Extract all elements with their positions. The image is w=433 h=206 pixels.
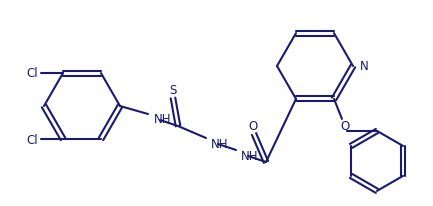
Text: Cl: Cl [26, 134, 38, 147]
Text: NH: NH [241, 149, 259, 162]
Text: Cl: Cl [26, 66, 38, 79]
Text: N: N [360, 60, 369, 73]
Text: O: O [249, 119, 258, 132]
Text: S: S [169, 83, 177, 96]
Text: NH: NH [154, 113, 171, 126]
Text: NH: NH [211, 137, 229, 150]
Text: O: O [340, 120, 349, 133]
